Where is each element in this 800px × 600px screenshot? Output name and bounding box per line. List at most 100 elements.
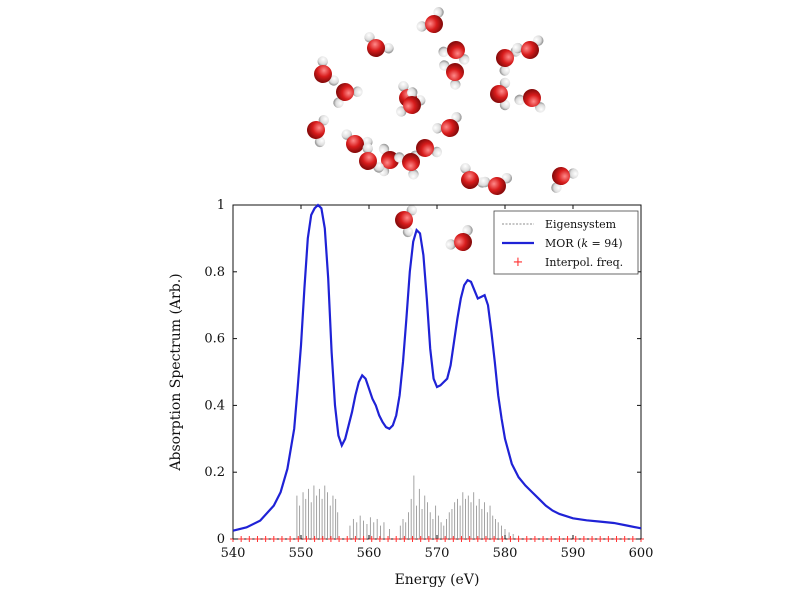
legend: Eigensystem MOR (k = 94) + Interpol. fre…: [493, 210, 639, 275]
water-cluster-illustration: [307, 7, 579, 251]
water-molecule: [514, 89, 546, 113]
interpol-point: [425, 536, 432, 542]
water-molecule: [551, 167, 579, 193]
hydrogen-atom: [407, 87, 418, 98]
water-molecule: [307, 115, 330, 148]
interpol-point: [515, 536, 522, 542]
hydrogen-atom: [398, 81, 409, 92]
interpol-point: [262, 536, 269, 542]
oxygen-atom: [403, 96, 421, 114]
interpol-point: [360, 536, 367, 542]
interpol-point: [450, 536, 457, 542]
legend-eigensystem-label: Eigensystem: [545, 218, 617, 231]
interpol-point: [327, 536, 334, 542]
hydrogen-atom: [499, 77, 511, 89]
water-molecule: [438, 41, 470, 65]
x-axis-ticks: 540 550 560 570 580 590 600: [221, 205, 654, 561]
hydrogen-atom: [394, 152, 405, 163]
oxygen-atom: [307, 121, 325, 139]
oxygen-atom: [490, 85, 508, 103]
interpol-point: [278, 536, 285, 542]
interpol-point: [523, 536, 530, 542]
oxygen-atom: [402, 153, 420, 171]
interpol-point: [482, 536, 489, 542]
x-tick-label: 570: [425, 546, 450, 561]
x-axis-label: Energy (eV): [395, 572, 480, 588]
hydrogen-atom: [433, 7, 444, 18]
x-tick-label: 560: [357, 546, 382, 561]
hydrogen-atom: [383, 43, 394, 54]
hydrogen-atom: [499, 99, 511, 111]
oxygen-atom: [336, 83, 354, 101]
water-molecule: [395, 205, 418, 238]
y-axis-label: Absorption Spectrum (Arb.): [168, 273, 184, 471]
interpol-point: [385, 536, 392, 542]
mor-series-line: [232, 203, 642, 532]
interpol-point: [491, 536, 498, 542]
legend-interpol-marker: +: [513, 255, 524, 270]
oxygen-atom: [446, 63, 464, 81]
interpol-point: [531, 536, 538, 542]
x-tick-label: 590: [561, 546, 586, 561]
interpol-point: [621, 536, 628, 542]
eigensystem-sticks: [296, 475, 519, 539]
hydrogen-atom: [317, 56, 328, 67]
water-molecule: [314, 56, 339, 86]
y-tick-label: 0.6: [204, 332, 225, 347]
oxygen-atom: [488, 177, 506, 195]
interpol-point: [442, 536, 449, 542]
hydrogen-atom: [432, 123, 443, 134]
interpol-point: [474, 536, 481, 542]
oxygen-atom: [395, 211, 413, 229]
interpol-point: [417, 536, 424, 542]
interpol-point: [466, 536, 473, 542]
interpol-point: [499, 536, 506, 542]
hydrogen-atom: [378, 143, 390, 155]
interpol-point: [613, 536, 620, 542]
interpol-point: [589, 536, 596, 542]
water-molecule: [490, 77, 511, 111]
y-tick-label: 0: [217, 532, 225, 547]
hydrogen-atom: [460, 163, 471, 174]
interpol-point: [548, 536, 555, 542]
oxygen-atom: [346, 135, 364, 153]
hydrogen-atom: [445, 239, 456, 250]
hydrogen-atom: [362, 143, 373, 154]
interpol-point: [629, 536, 636, 542]
oxygen-atom: [381, 151, 399, 169]
water-molecule: [445, 225, 473, 251]
oxygen-atom: [359, 152, 377, 170]
oxygen-atom: [523, 89, 541, 107]
hydrogen-atom: [416, 21, 427, 32]
interpol-markers: [230, 536, 644, 542]
oxygen-atom: [367, 39, 385, 57]
water-molecule: [479, 172, 512, 195]
x-tick-label: 600: [629, 546, 654, 561]
interpol-point: [270, 536, 277, 542]
hydrogen-atom: [551, 182, 562, 193]
interpol-point: [507, 536, 514, 542]
water-molecule: [396, 87, 421, 117]
interpol-point: [458, 536, 465, 542]
water-molecule: [439, 60, 464, 90]
interpol-point: [336, 536, 343, 542]
interpol-point: [401, 536, 408, 542]
water-molecule: [512, 35, 544, 59]
hydrogen-atom: [512, 42, 523, 54]
hydrogen-atom: [450, 79, 461, 90]
interpol-point: [376, 536, 383, 542]
hydrogen-atom: [438, 46, 449, 58]
interpol-point: [540, 536, 547, 542]
hydrogen-atom: [499, 65, 510, 76]
oxygen-atom: [521, 41, 539, 59]
interpol-point: [246, 536, 253, 542]
hydrogen-atom: [568, 168, 579, 179]
hydrogen-atom: [431, 146, 443, 158]
x-tick-label: 550: [289, 546, 314, 561]
oxygen-atom: [552, 167, 570, 185]
oxygen-atom: [461, 171, 479, 189]
water-molecule: [378, 143, 399, 177]
oxygen-atom: [496, 49, 514, 67]
